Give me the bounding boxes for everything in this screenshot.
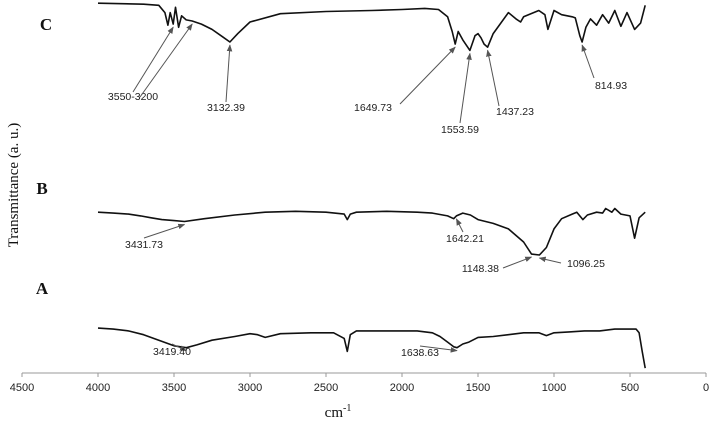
annotation-arrow: [502, 256, 533, 269]
x-tick-label: 3500: [162, 382, 186, 394]
annotation-arrow: [143, 223, 186, 239]
x-tick-label: 3000: [238, 382, 262, 394]
annotation-arrow: [538, 256, 562, 264]
annotation-arrow: [455, 218, 464, 233]
trace-label-A: A: [36, 279, 49, 298]
annotation-arrow: [171, 343, 187, 352]
x-tick-label: 4000: [86, 382, 110, 394]
annotation-layer: 3550-3200 3132.39 1649.73 1553.59 1437.23 814…: [108, 23, 627, 359]
annotation-label: 3419.40: [153, 346, 191, 358]
x-tick-label: 0: [703, 382, 709, 394]
annotation-label: 1649.73: [354, 102, 392, 114]
annotation-arrow: [132, 26, 174, 93]
annotation-arrow: [139, 23, 193, 98]
annotation-arrow: [225, 44, 233, 103]
x-tick-label: 1000: [542, 382, 566, 394]
series-B-line: [97, 207, 646, 256]
axis-layer: 4500 4000 3500 3000 2500 2000 1500 1000 500 0: [10, 372, 709, 394]
annotation-label: 1096.25: [567, 258, 605, 270]
annotation-label: 1553.59: [441, 124, 479, 136]
x-tick-label: 4500: [10, 382, 34, 394]
label-layer: Transmittance (a. u.) cm-1 C B A: [6, 15, 351, 421]
x-tick-label: 500: [621, 382, 639, 394]
x-tick-label: 2500: [314, 382, 338, 394]
annotation-label: 1437.23: [496, 106, 534, 118]
annotation-label: 3132.39: [207, 102, 245, 114]
annotation-label: 1148.38: [462, 263, 499, 275]
x-axis-title-unit: cm: [325, 405, 344, 421]
series-A-line: [97, 327, 646, 369]
trace-label-B: B: [36, 179, 47, 198]
trace-label-C: C: [40, 15, 52, 34]
annotation-arrow: [399, 46, 456, 105]
x-axis-title: cm-1: [325, 403, 352, 421]
annotation-arrow: [581, 44, 595, 79]
y-axis-title: Transmittance (a. u.): [6, 123, 22, 247]
annotation-arrow: [419, 345, 458, 353]
x-axis-title-exponent: -1: [343, 403, 351, 414]
trace-layer: [97, 2, 646, 369]
annotation-label: 1642.21: [446, 233, 484, 245]
series-C-line: [97, 2, 646, 52]
annotation-label: 1638.63: [401, 347, 439, 359]
x-tick-label: 2000: [390, 382, 414, 394]
annotation-label: 3431.73: [125, 239, 163, 251]
x-tick-label: 1500: [466, 382, 490, 394]
annotation-label: 814.93: [595, 80, 627, 92]
annotation-arrow: [486, 49, 500, 107]
annotation-label: 3550-3200: [108, 91, 158, 103]
annotation-arrow: [459, 52, 472, 124]
